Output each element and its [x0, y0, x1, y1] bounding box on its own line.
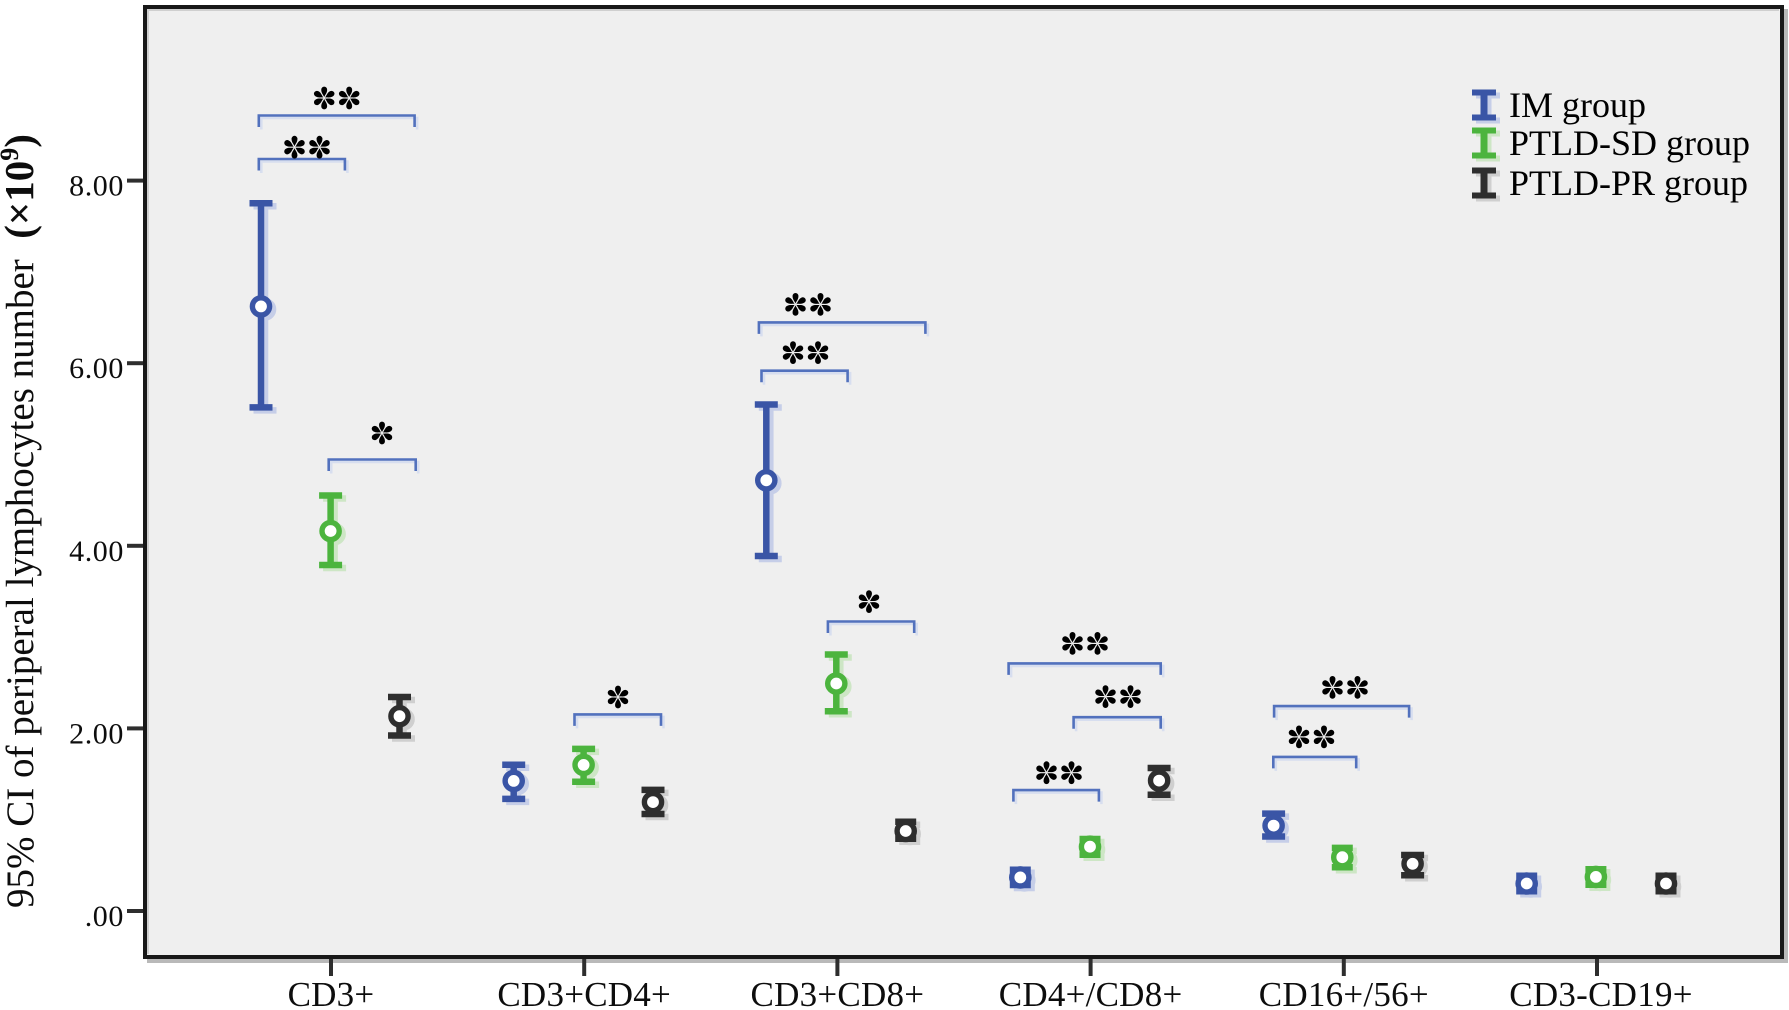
svg-text:PTLD-SD group: PTLD-SD group — [1509, 123, 1750, 163]
svg-text:CD3+CD4+: CD3+CD4+ — [497, 975, 671, 1010]
svg-text:4.00: 4.00 — [69, 535, 124, 568]
svg-text:IM group: IM group — [1509, 85, 1646, 125]
svg-text:CD3+: CD3+ — [288, 975, 375, 1010]
svg-text:CD3-CD19+: CD3-CD19+ — [1509, 975, 1692, 1010]
svg-text:CD4+/CD8+: CD4+/CD8+ — [999, 975, 1183, 1010]
svg-text:.00: .00 — [85, 900, 124, 933]
svg-text:CD16+/56+: CD16+/56+ — [1259, 975, 1429, 1010]
svg-text:CD3+CD8+: CD3+CD8+ — [751, 975, 925, 1010]
svg-text:PTLD-PR group: PTLD-PR group — [1509, 163, 1748, 203]
svg-text:6.00: 6.00 — [69, 352, 124, 385]
svg-text:8.00: 8.00 — [69, 170, 124, 203]
svg-text:2.00: 2.00 — [69, 717, 124, 750]
svg-text:95% CI of periperal lymphocyte: 95% CI of periperal lymphocytes number (… — [0, 134, 42, 908]
